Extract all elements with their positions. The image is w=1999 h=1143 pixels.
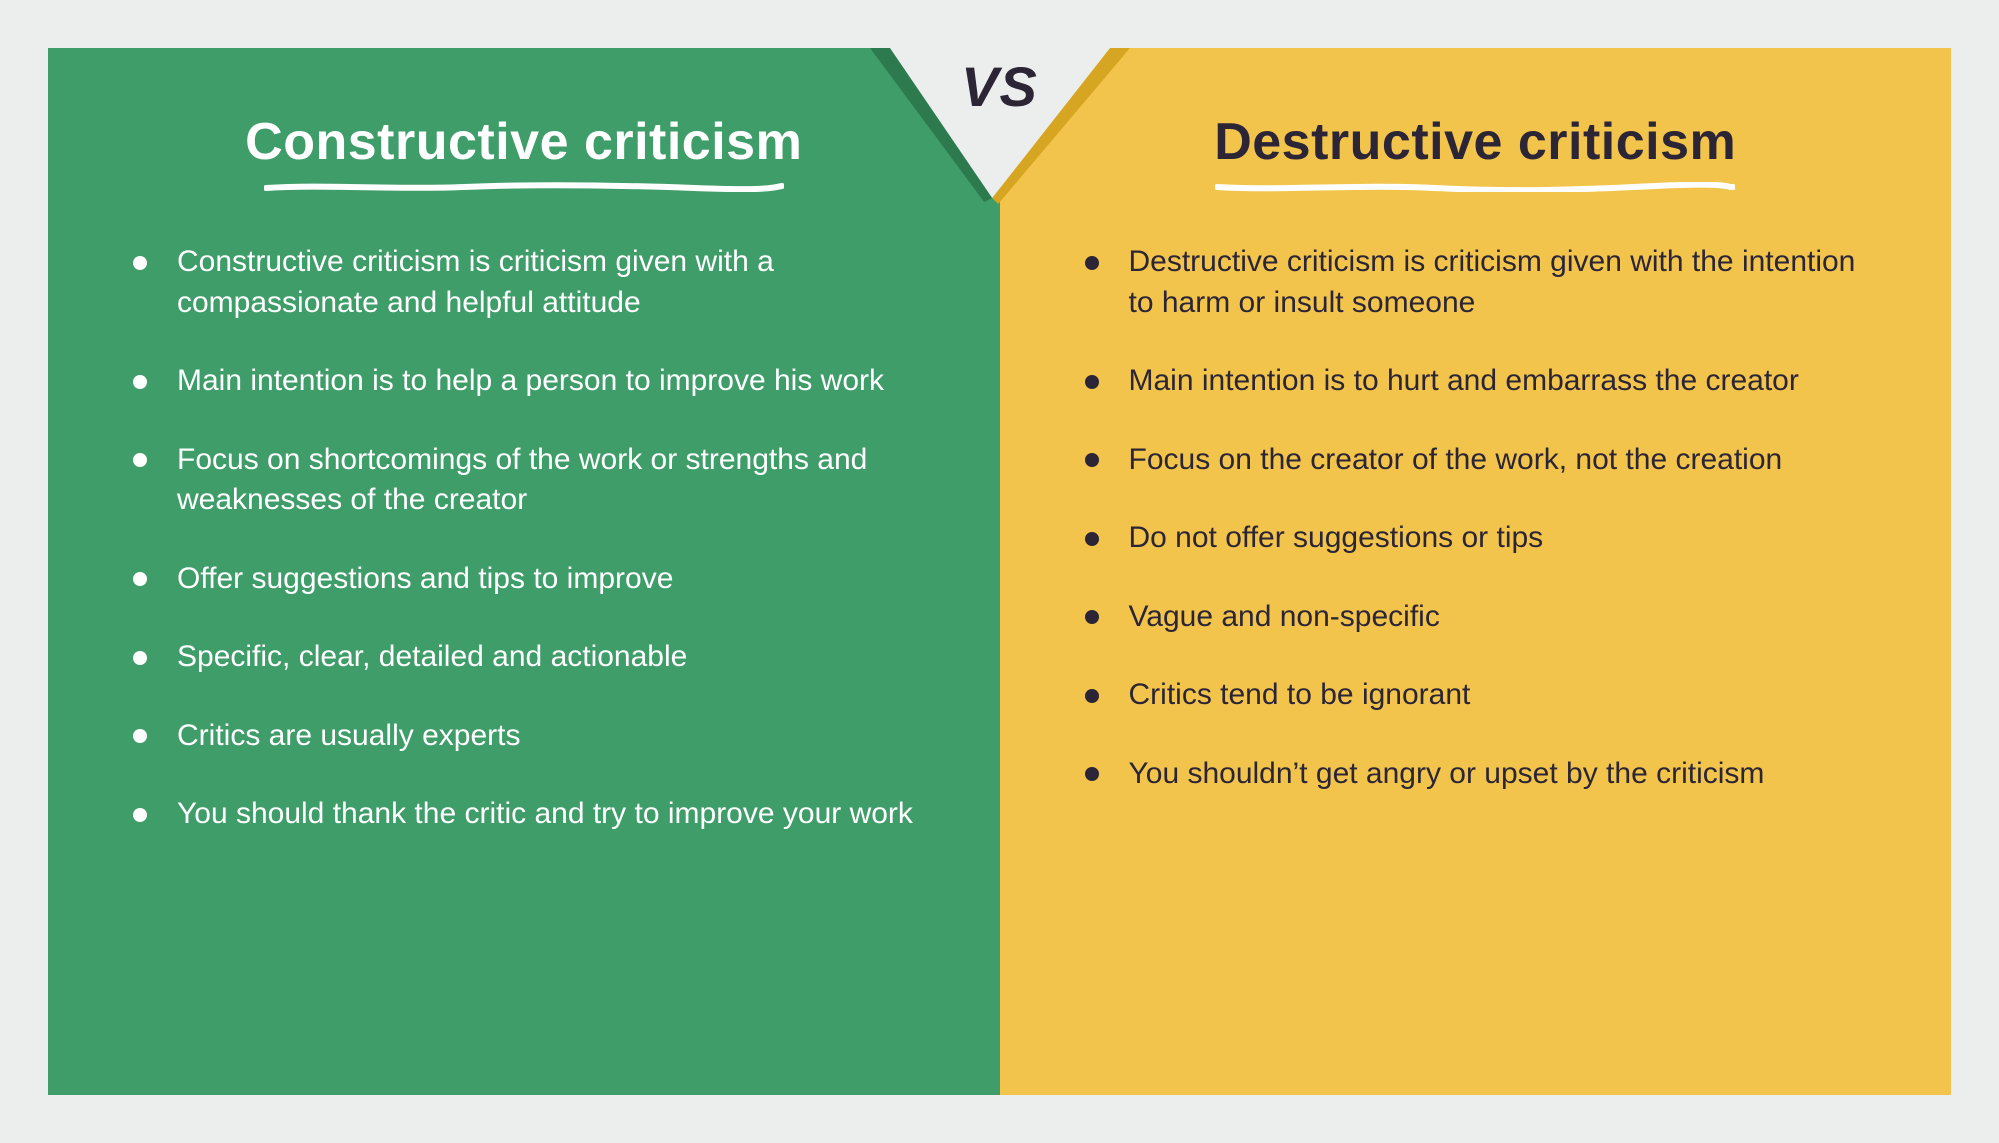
left-bullets: Constructive criticism is criticism give…	[123, 242, 925, 835]
left-title: Constructive criticism	[123, 98, 925, 172]
list-item: Specific, clear, detailed and actionable	[133, 637, 925, 678]
right-title: Destructive criticism	[1075, 98, 1877, 172]
list-item: Destructive criticism is criticism given…	[1085, 242, 1877, 323]
card: Constructive criticism Constructive crit…	[48, 48, 1951, 1095]
list-item: Vague and non-specific	[1085, 597, 1877, 638]
list-item: Constructive criticism is criticism give…	[133, 242, 925, 323]
comparison-infographic: Constructive criticism Constructive crit…	[0, 0, 1999, 1143]
list-item: Critics tend to be ignorant	[1085, 675, 1877, 716]
list-item: Focus on shortcomings of the work or str…	[133, 440, 925, 521]
left-underline	[264, 182, 784, 192]
list-item: Main intention is to help a person to im…	[133, 361, 925, 402]
left-panel: Constructive criticism Constructive crit…	[48, 48, 1000, 1095]
list-item: Offer suggestions and tips to improve	[133, 559, 925, 600]
list-item: Critics are usually experts	[133, 716, 925, 757]
right-underline	[1215, 182, 1735, 192]
right-panel: Destructive criticism Destructive critic…	[1000, 48, 1952, 1095]
list-item: You should thank the critic and try to i…	[133, 794, 925, 835]
list-item: Do not offer suggestions or tips	[1085, 518, 1877, 559]
list-item: You shouldn’t get angry or upset by the …	[1085, 754, 1877, 795]
list-item: Focus on the creator of the work, not th…	[1085, 440, 1877, 481]
right-bullets: Destructive criticism is criticism given…	[1075, 242, 1877, 794]
list-item: Main intention is to hurt and embarrass …	[1085, 361, 1877, 402]
